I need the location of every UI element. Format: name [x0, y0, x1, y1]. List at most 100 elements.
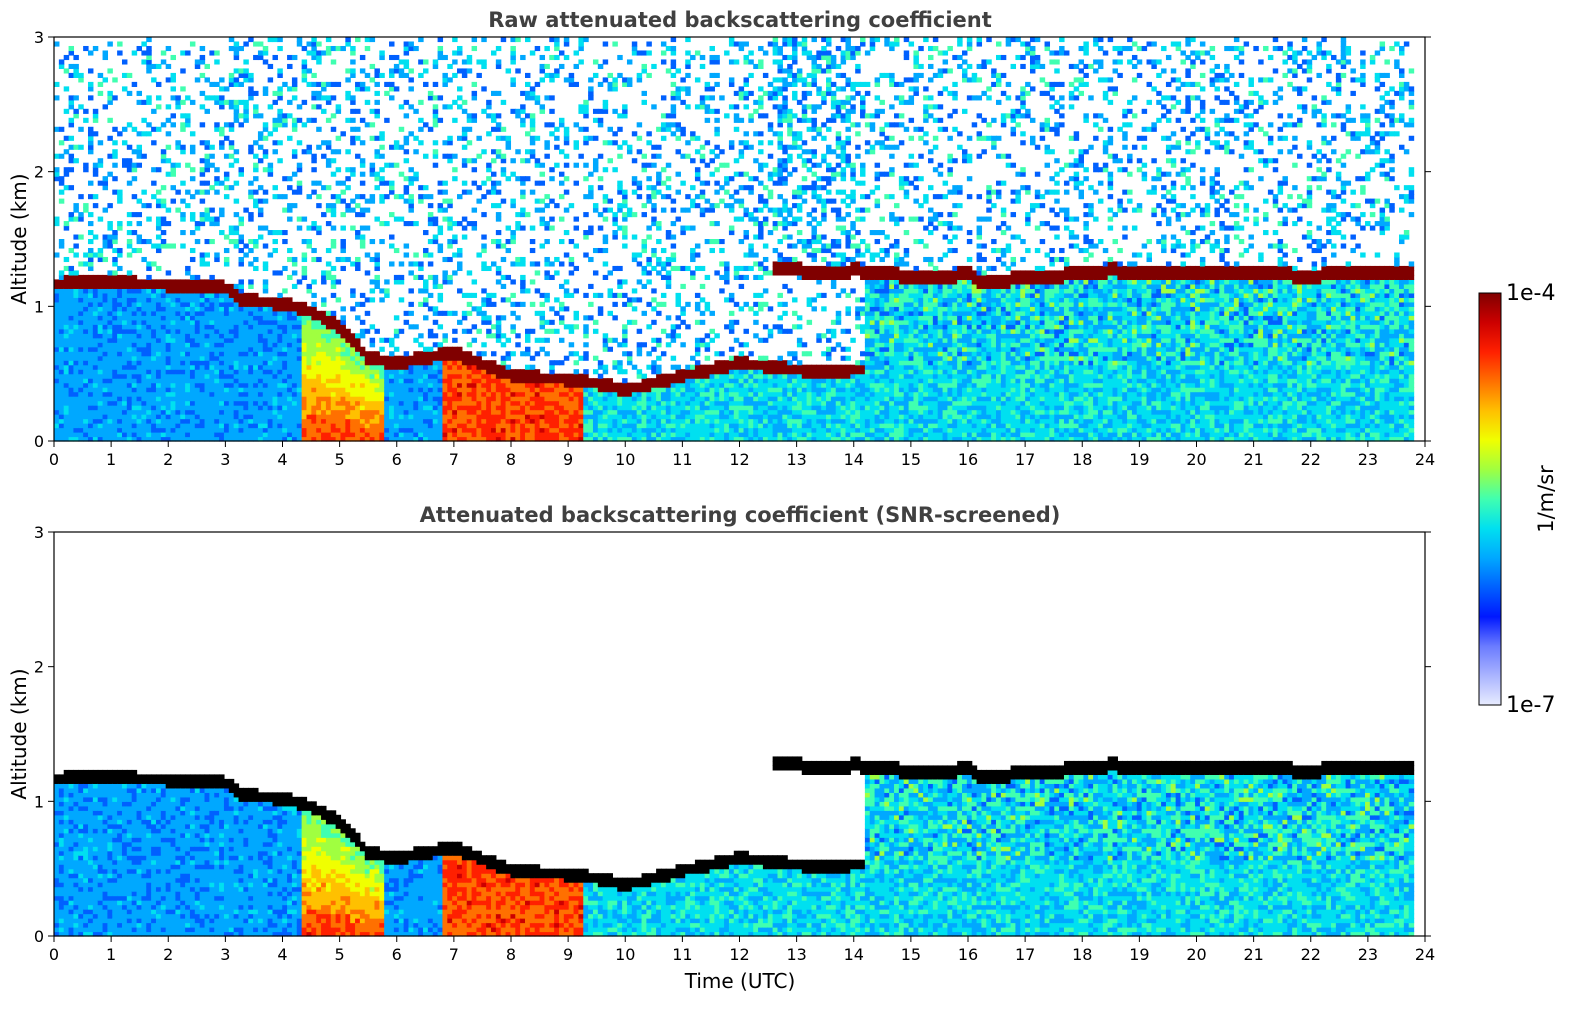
heatmap-cell: [146, 360, 152, 366]
heatmap-cell: [447, 279, 453, 285]
heatmap-cell: [141, 378, 147, 384]
heatmap-cell: [204, 333, 210, 339]
heatmap-cell: [199, 418, 206, 424]
heatmap-cell: [321, 297, 327, 303]
heatmap-cell: [471, 167, 478, 173]
heatmap-cell: [442, 346, 448, 352]
heatmap-cell: [427, 373, 434, 379]
heatmap-cell: [189, 279, 196, 285]
heatmap-cell: [68, 382, 75, 388]
heatmap-cell: [466, 221, 473, 227]
heatmap-cell: [238, 167, 244, 173]
heatmap-cell: [340, 373, 346, 379]
heatmap-cell: [87, 391, 94, 397]
heatmap-cell: [194, 77, 201, 83]
heatmap-cell: [112, 77, 118, 83]
heatmap-cell: [141, 423, 147, 429]
heatmap-cell: [141, 333, 147, 339]
heatmap-cell: [112, 149, 118, 155]
heatmap-cell: [597, 117, 604, 123]
heatmap-cell: [355, 346, 361, 352]
heatmap-cell: [505, 432, 512, 438]
heatmap-cell: [423, 81, 429, 87]
heatmap-cell: [87, 288, 94, 294]
heatmap-cell: [500, 171, 507, 177]
heatmap-cell: [277, 37, 283, 43]
heatmap-cell: [287, 216, 293, 222]
heatmap-cell: [136, 427, 143, 433]
heatmap-cell: [277, 315, 283, 321]
heatmap-cell: [525, 423, 531, 429]
heatmap-cell: [233, 158, 240, 164]
heatmap-cell: [214, 288, 220, 294]
heatmap-cell: [291, 432, 298, 438]
heatmap-cell: [369, 360, 376, 366]
heatmap-cell: [529, 405, 536, 411]
heatmap-cell: [282, 382, 288, 388]
heatmap-cell: [447, 104, 453, 110]
heatmap-cell: [442, 409, 448, 415]
heatmap-cell: [282, 176, 288, 182]
heatmap-cell: [427, 216, 434, 222]
heatmap-cell: [622, 387, 628, 393]
heatmap-cell: [180, 342, 186, 348]
heatmap-cell: [282, 301, 288, 307]
heatmap-cell: [379, 382, 385, 388]
heatmap-cell: [194, 221, 201, 227]
heatmap-cell: [170, 288, 176, 294]
heatmap-cell: [63, 427, 70, 433]
heatmap-cell: [437, 310, 444, 316]
heatmap-cell: [549, 167, 555, 173]
heatmap-cell: [291, 373, 298, 379]
heatmap-cell: [189, 427, 196, 433]
heatmap-cell: [437, 243, 444, 249]
heatmap-cell: [413, 423, 419, 429]
heatmap-cell: [126, 319, 133, 325]
heatmap-cell: [126, 432, 133, 438]
heatmap-cell: [520, 391, 526, 397]
heatmap-cell: [525, 396, 531, 402]
heatmap-cell: [83, 108, 89, 114]
heatmap-cell: [583, 414, 589, 420]
heatmap-cell: [219, 319, 225, 325]
heatmap-cell: [592, 400, 599, 406]
heatmap-cell: [257, 418, 264, 424]
heatmap-cell: [151, 382, 157, 388]
heatmap-cell: [423, 436, 429, 442]
heatmap-cell: [539, 68, 546, 74]
heatmap-cell: [121, 306, 128, 312]
heatmap-cell: [287, 185, 293, 191]
heatmap-cell: [170, 382, 176, 388]
heatmap-cell: [495, 324, 502, 330]
heatmap-cell: [209, 414, 215, 420]
heatmap-cell: [97, 328, 104, 334]
heatmap-cell: [350, 391, 356, 397]
heatmap-cell: [243, 72, 249, 78]
heatmap-cell: [442, 333, 448, 339]
heatmap-cell: [170, 198, 176, 204]
heatmap-cell: [359, 418, 366, 424]
heatmap-cell: [330, 328, 337, 334]
heatmap-cell: [539, 337, 546, 343]
heatmap-cell: [520, 427, 526, 433]
heatmap-cell: [325, 45, 332, 52]
heatmap-cell: [170, 301, 176, 307]
heatmap-cell: [359, 212, 366, 218]
heatmap-cell: [408, 360, 414, 366]
heatmap-cell: [63, 364, 70, 370]
heatmap-cell: [534, 162, 541, 168]
heatmap-cell: [389, 337, 395, 343]
heatmap-cell: [486, 319, 492, 325]
heatmap-cell: [461, 99, 468, 105]
heatmap-cell: [335, 387, 342, 393]
heatmap-cell: [146, 54, 152, 61]
heatmap-cell: [204, 328, 210, 334]
heatmap-cell: [379, 346, 385, 352]
heatmap-cell: [219, 306, 225, 312]
heatmap-cell: [194, 355, 201, 361]
heatmap-cell: [107, 283, 113, 289]
heatmap-cell: [301, 149, 308, 155]
heatmap-cell: [287, 423, 293, 429]
heatmap-cell: [194, 405, 201, 411]
heatmap-cell: [194, 310, 201, 316]
